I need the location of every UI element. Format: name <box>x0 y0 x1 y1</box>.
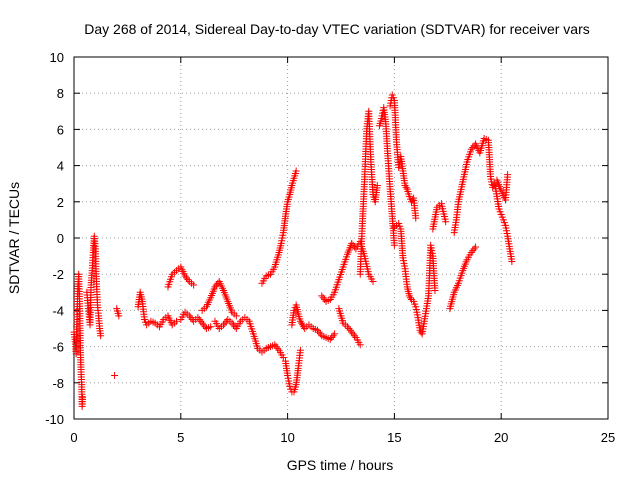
x-tick-label: 0 <box>70 430 77 445</box>
y-tick-label: -10 <box>45 412 64 427</box>
data-point <box>329 332 337 340</box>
data-point <box>318 292 326 300</box>
data-point <box>111 372 119 380</box>
data-point <box>187 314 195 322</box>
data-point <box>279 353 287 361</box>
data-point <box>351 243 359 251</box>
data-point <box>181 272 189 280</box>
data-point <box>406 294 414 302</box>
x-tick-label: 15 <box>387 430 401 445</box>
data-point <box>184 276 192 284</box>
x-tick-label: 25 <box>601 430 615 445</box>
data-point <box>315 328 323 336</box>
data-point <box>228 319 236 327</box>
data-point <box>195 315 203 323</box>
axis-ticks <box>73 56 609 420</box>
y-tick-label: 8 <box>57 86 64 101</box>
data-point <box>328 334 336 342</box>
data-point <box>343 323 351 331</box>
data-point <box>231 323 239 331</box>
data-point <box>297 319 305 327</box>
x-tick-label: 20 <box>494 430 508 445</box>
y-tick-label: -8 <box>52 376 64 391</box>
data-point <box>79 393 87 401</box>
data-point <box>412 214 420 222</box>
data-point <box>221 319 229 327</box>
data-point <box>431 286 439 294</box>
data-point <box>212 281 220 289</box>
data-point <box>299 321 307 329</box>
data-point <box>194 314 202 322</box>
data-point <box>198 319 206 327</box>
y-tick-label: -6 <box>52 340 64 355</box>
y-tick-label: 0 <box>57 231 64 246</box>
x-tick-label: 5 <box>177 430 184 445</box>
data-point <box>296 346 304 354</box>
data-point <box>190 281 198 289</box>
data-point <box>182 274 190 282</box>
data-point <box>467 248 475 256</box>
data-points <box>70 91 516 410</box>
data-point <box>508 258 516 266</box>
data-point <box>197 317 205 325</box>
data-point <box>470 245 478 253</box>
data-point <box>469 144 477 151</box>
data-point <box>345 325 353 332</box>
data-point <box>409 196 417 204</box>
data-point <box>271 341 279 349</box>
chart-title: Day 268 of 2014, Sidereal Day-to-day VTE… <box>84 21 590 37</box>
y-tick-label: 6 <box>57 122 64 137</box>
data-point <box>331 330 339 338</box>
grid-lines <box>74 57 608 419</box>
data-point <box>390 241 398 249</box>
data-point <box>229 321 237 329</box>
data-point <box>349 241 357 249</box>
data-point <box>356 341 364 349</box>
data-point <box>326 335 334 343</box>
data-point <box>319 294 327 302</box>
data-point <box>442 218 450 226</box>
x-tick-labels: 0 5 10 15 20 25 <box>70 430 615 445</box>
y-tick-label: 2 <box>57 195 64 210</box>
data-point <box>469 247 477 255</box>
data-point <box>292 167 300 175</box>
x-tick-label: 10 <box>280 430 294 445</box>
data-point <box>472 243 480 251</box>
data-point <box>274 344 282 352</box>
data-point <box>405 292 413 300</box>
data-point <box>401 182 409 190</box>
data-point <box>349 330 357 338</box>
data-point <box>316 330 324 338</box>
data-point <box>207 323 215 331</box>
y-tick-labels: -10 -8 -6 -4 -2 0 2 4 6 8 10 <box>45 50 64 427</box>
data-point <box>115 312 123 320</box>
y-tick-label: -2 <box>52 267 64 282</box>
data-point <box>348 328 356 336</box>
data-point <box>220 321 228 329</box>
data-point <box>504 171 512 179</box>
y-tick-label: -4 <box>52 303 64 318</box>
data-point <box>369 277 377 285</box>
data-point <box>185 312 193 320</box>
data-point <box>373 182 381 190</box>
data-point <box>346 326 354 334</box>
data-point <box>296 317 304 325</box>
data-point <box>402 183 410 191</box>
data-point <box>232 312 240 320</box>
y-tick-label: 4 <box>57 159 64 174</box>
data-point <box>173 317 181 325</box>
y-tick-label: 10 <box>50 50 64 65</box>
data-point <box>351 332 359 340</box>
data-point <box>272 343 280 351</box>
data-point <box>97 332 105 340</box>
data-point <box>211 283 219 291</box>
y-axis-label: SDTVAR / TECUs <box>6 182 22 294</box>
data-point <box>200 321 208 329</box>
data-point <box>314 326 322 334</box>
x-axis-label: GPS time / hours <box>287 457 394 473</box>
data-point <box>348 239 356 247</box>
data-point <box>467 145 475 153</box>
